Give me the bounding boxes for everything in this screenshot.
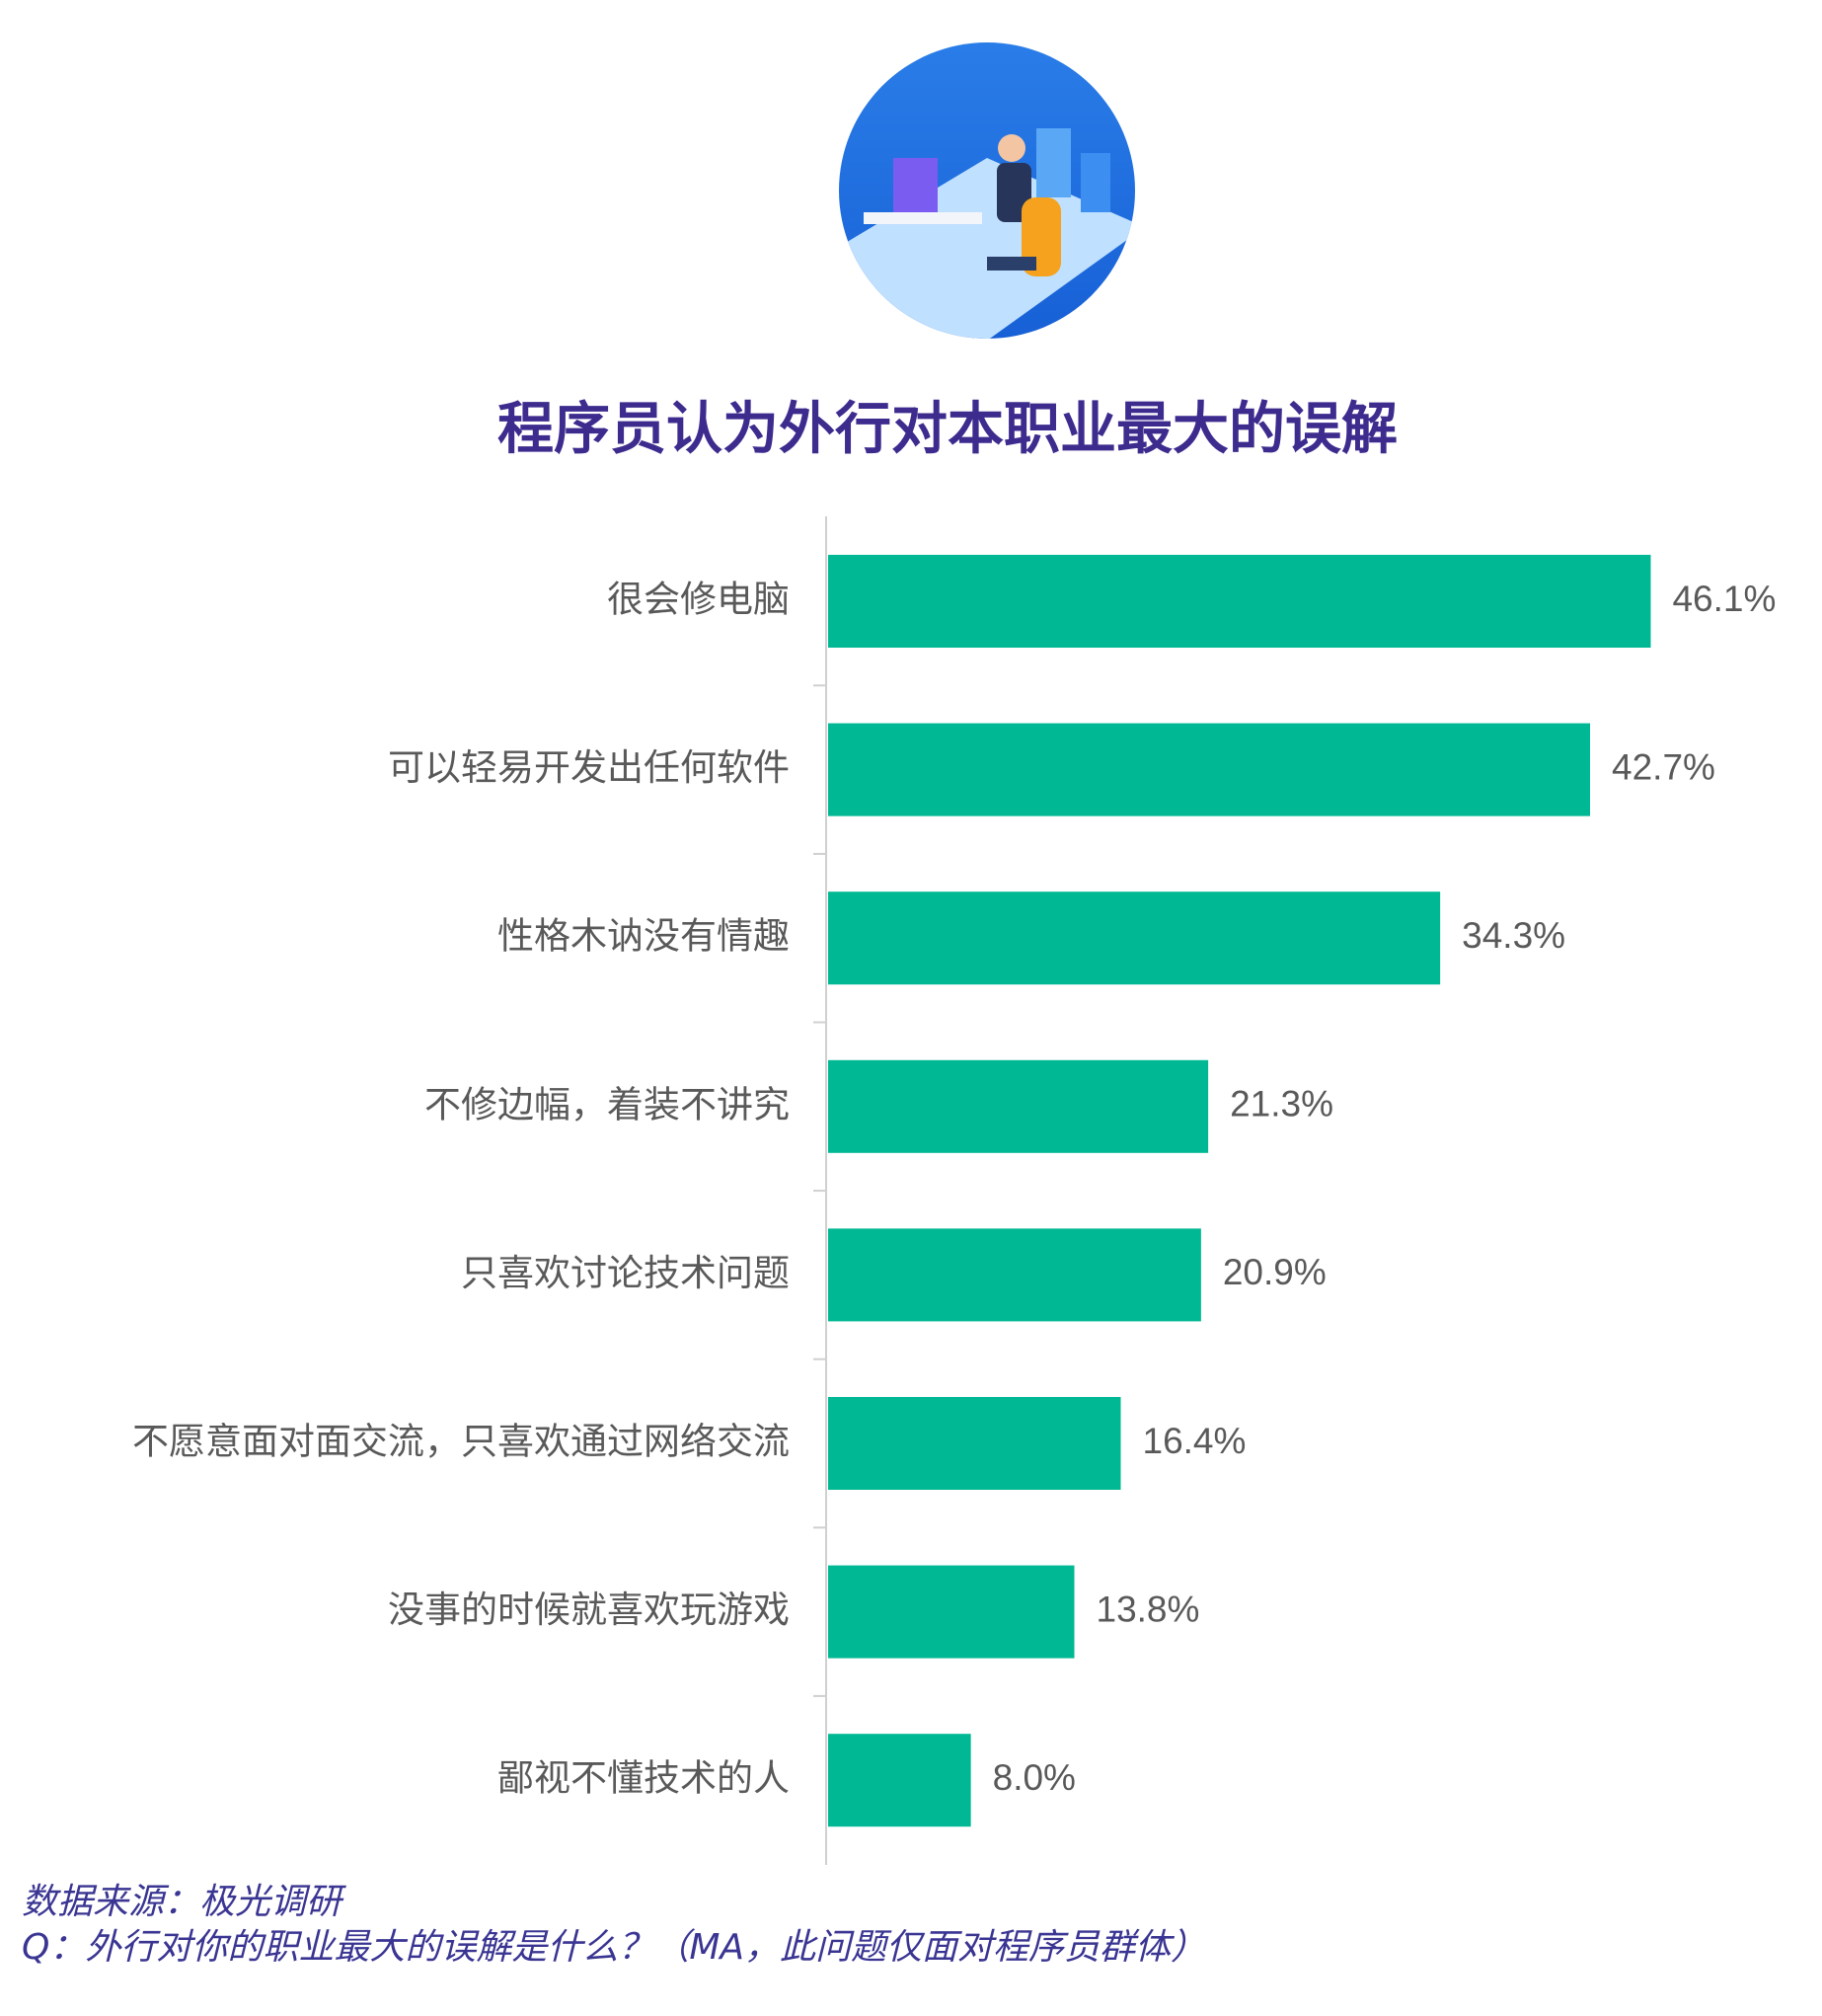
category-label: 鄙视不懂技术的人 bbox=[497, 1757, 790, 1800]
value-label: 42.7% bbox=[1612, 746, 1715, 787]
bar bbox=[828, 1565, 1075, 1659]
category-label: 很会修电脑 bbox=[607, 579, 790, 621]
value-label: 46.1% bbox=[1672, 579, 1776, 619]
value-label: 20.9% bbox=[1223, 1252, 1327, 1292]
value-label: 21.3% bbox=[1230, 1084, 1333, 1124]
category-label: 没事的时候就喜欢玩游戏 bbox=[388, 1589, 790, 1631]
plot-area: 很会修电脑 46.1% 可以轻易开发出任何软件 42.7% 性格木讷没有情趣 34.3% 不… bbox=[132, 555, 1776, 1827]
category-label: 不修边幅，着装不讲究 bbox=[424, 1083, 790, 1125]
value-label: 8.0% bbox=[993, 1757, 1076, 1798]
bar bbox=[828, 1397, 1121, 1490]
category-label: 可以轻易开发出任何软件 bbox=[388, 746, 790, 789]
category-label: 只喜欢讨论技术问题 bbox=[461, 1252, 790, 1294]
category-label: 不愿意面对面交流，只喜欢通过网络交流 bbox=[132, 1421, 790, 1463]
question-note: Q：外行对你的职业最大的误解是什么？（MA，此问题仅面对程序员群体） bbox=[22, 1927, 1206, 1968]
bar bbox=[828, 555, 1651, 648]
bar bbox=[828, 723, 1591, 816]
illustration bbox=[839, 42, 1135, 339]
bar bbox=[828, 1228, 1201, 1322]
bar bbox=[828, 892, 1441, 985]
chart-title: 程序员认为外行对本职业最大的误解 bbox=[497, 397, 1398, 462]
value-label: 16.4% bbox=[1143, 1421, 1247, 1461]
bar bbox=[828, 1734, 971, 1827]
bar bbox=[828, 1059, 1209, 1153]
source: 数据来源：极光调研 bbox=[22, 1882, 346, 1922]
category-label: 性格木讷没有情趣 bbox=[497, 915, 790, 958]
value-label: 13.8% bbox=[1097, 1589, 1200, 1629]
value-label: 34.3% bbox=[1462, 915, 1565, 956]
